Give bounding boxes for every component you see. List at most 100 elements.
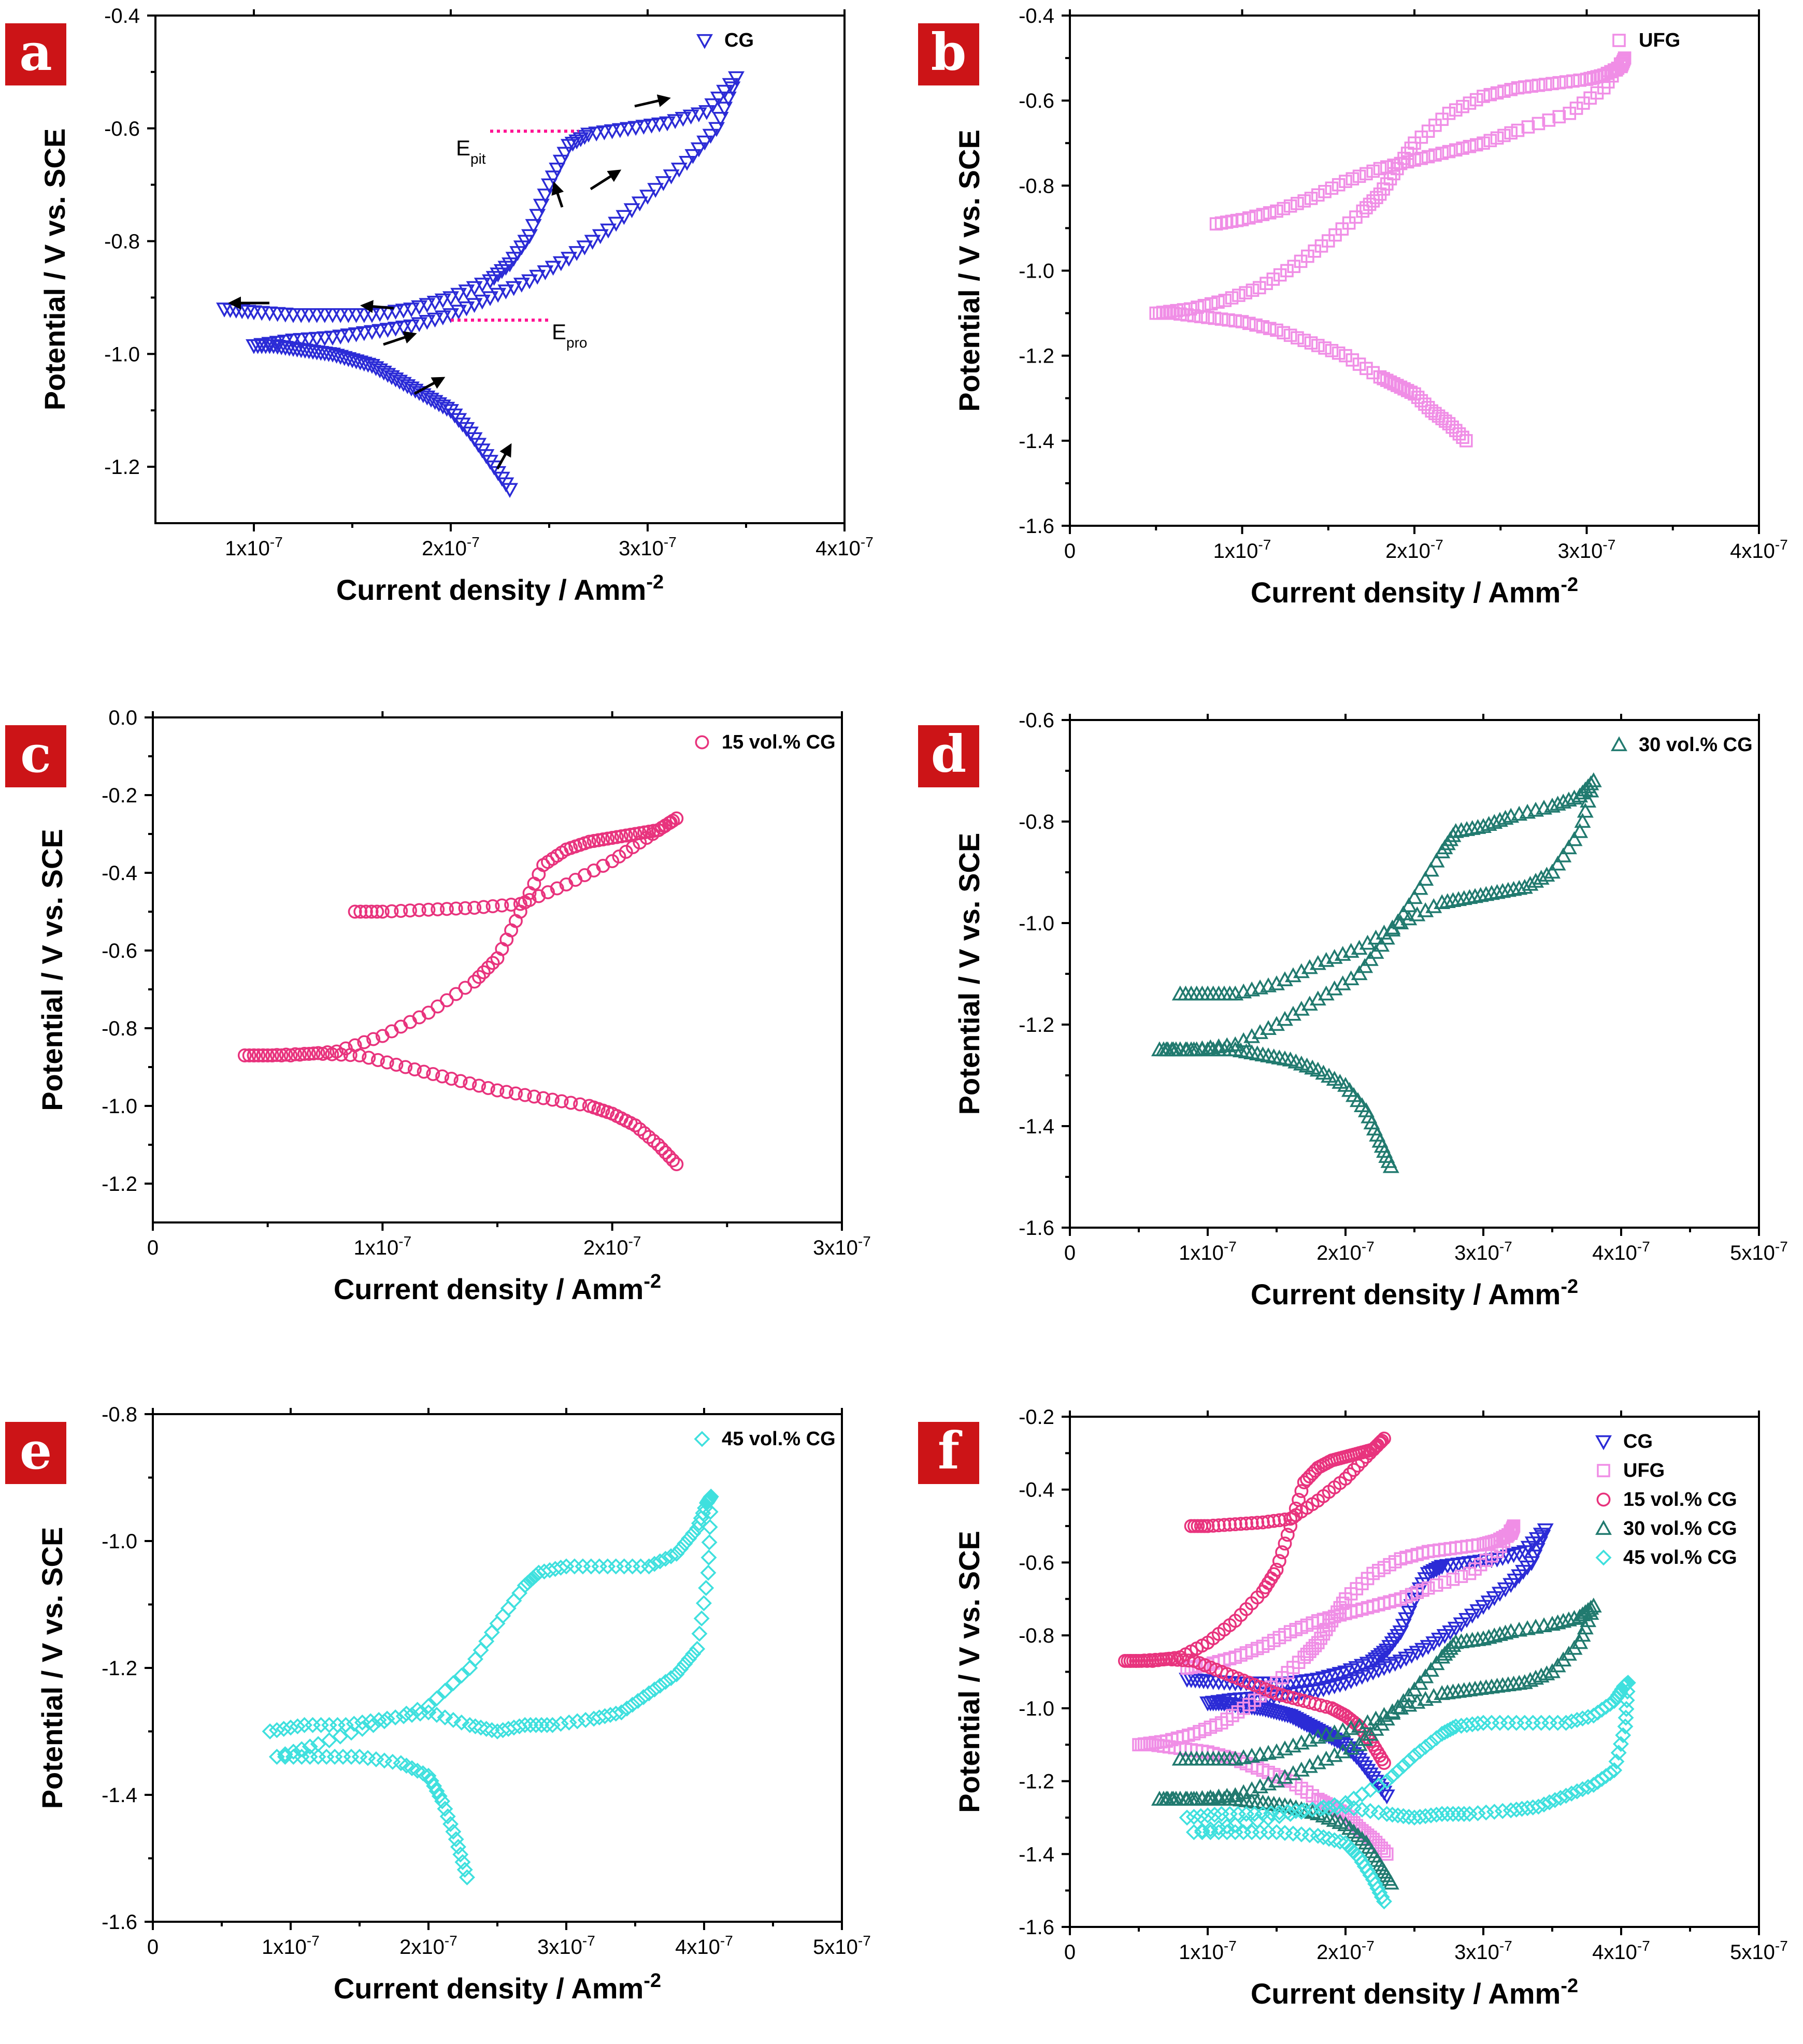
- panel-a-badge: [5, 23, 66, 85]
- data-point: [1521, 120, 1535, 134]
- data-point: [300, 308, 318, 323]
- data-point: [1260, 277, 1273, 290]
- data-point: [434, 310, 451, 326]
- data-point: [1309, 990, 1326, 1006]
- data-point: [389, 1058, 404, 1072]
- data-point: [1469, 138, 1483, 152]
- data-point: [1447, 1621, 1464, 1637]
- data-point: [247, 1048, 261, 1062]
- data-point: [1370, 1804, 1387, 1821]
- data-point: [596, 832, 610, 846]
- data-point: [1345, 1823, 1362, 1839]
- y-tick-label: -0.6: [102, 940, 137, 962]
- data-point: [1532, 78, 1546, 92]
- data-point: [1284, 1005, 1301, 1021]
- data-point: [261, 306, 278, 322]
- data-point: [1428, 148, 1442, 162]
- data-point: [1243, 1044, 1261, 1060]
- data-point: [456, 1862, 473, 1878]
- x-tick-label: 4x10-7: [1592, 1239, 1650, 1264]
- data-point: [533, 198, 550, 214]
- data-point: [1271, 1049, 1288, 1064]
- data-point: [1260, 1047, 1277, 1062]
- data-point: [1418, 397, 1432, 411]
- data-point: [701, 1534, 718, 1550]
- data-point: [652, 1553, 668, 1570]
- data-point: [504, 898, 519, 912]
- data-point: [478, 1633, 495, 1650]
- data-point: [619, 828, 633, 843]
- data-point: [1298, 1057, 1315, 1073]
- data-point: [1249, 1045, 1266, 1060]
- data-point: [1367, 944, 1384, 959]
- data-point: [1284, 967, 1301, 983]
- data-point: [1348, 1661, 1365, 1676]
- data-point: [689, 1520, 706, 1536]
- data-point: [1555, 1651, 1572, 1667]
- data-point: [511, 1585, 528, 1601]
- data-point: [444, 1072, 459, 1086]
- data-point: [265, 1048, 279, 1062]
- x-tick-label: 5x10-7: [813, 1933, 871, 1959]
- data-point: [670, 163, 688, 178]
- data-point: [1285, 1825, 1301, 1842]
- data-point: [481, 1081, 495, 1095]
- data-point: [462, 1717, 478, 1733]
- data-point: [1384, 1768, 1400, 1784]
- data-point: [1508, 1715, 1525, 1731]
- data-point: [1238, 1806, 1254, 1822]
- data-point: [1234, 1517, 1248, 1531]
- data-point: [336, 351, 353, 366]
- data-point: [1486, 1627, 1503, 1643]
- data-point: [1490, 86, 1504, 100]
- direction-arrow: [496, 443, 512, 470]
- data-point: [529, 269, 546, 285]
- data-point: [485, 899, 500, 913]
- panel-b: 0 1x10-7 2x10-7 3x10-7 4x10-7 -1.6 -1.4 -1.2 -1.…: [918, 5, 1788, 609]
- data-point: [344, 353, 361, 368]
- data-point: [1552, 110, 1566, 124]
- data-point: [428, 1783, 445, 1800]
- data-point: [561, 139, 577, 154]
- data-point: [1362, 951, 1379, 966]
- y-tick-label: -1.0: [1019, 260, 1054, 283]
- y-tick-label: -0.4: [102, 862, 137, 885]
- data-point: [1480, 1629, 1497, 1644]
- data-point: [440, 902, 454, 916]
- data-point: [269, 336, 286, 351]
- data-point: [395, 320, 412, 336]
- data-point: [1373, 1716, 1390, 1731]
- data-point: [285, 308, 302, 323]
- data-point: [679, 155, 695, 171]
- data-point: [1477, 136, 1490, 150]
- data-point: [1339, 175, 1352, 188]
- data-point: [529, 209, 546, 224]
- data-point: [1294, 1484, 1309, 1498]
- data-point: [1497, 810, 1514, 825]
- data-point: [1559, 75, 1573, 89]
- data-point: [253, 306, 270, 321]
- data-point: [1293, 1826, 1310, 1843]
- data-point: [450, 1838, 466, 1855]
- data-point: [1469, 819, 1486, 834]
- data-point: [495, 898, 509, 913]
- data-point: [1550, 1715, 1566, 1731]
- data-point: [1439, 1806, 1456, 1822]
- data-point: [1406, 889, 1423, 904]
- data-point: [657, 1550, 674, 1567]
- data-point: [1387, 159, 1400, 172]
- data-point: [1463, 140, 1477, 153]
- data-point: [261, 337, 278, 352]
- data-point: [452, 1846, 469, 1863]
- data-point: [437, 1709, 453, 1726]
- data-point: [313, 1717, 329, 1733]
- data-point: [1464, 820, 1481, 835]
- data-point: [608, 217, 625, 232]
- data-point: [550, 881, 564, 896]
- data-point: [1268, 975, 1285, 990]
- y-tick-label: -0.6: [1019, 90, 1054, 112]
- data-point: [1276, 1740, 1293, 1755]
- data-point: [332, 308, 349, 323]
- data-point: [1477, 90, 1490, 103]
- x-tick-label: 4x10-7: [675, 1933, 733, 1959]
